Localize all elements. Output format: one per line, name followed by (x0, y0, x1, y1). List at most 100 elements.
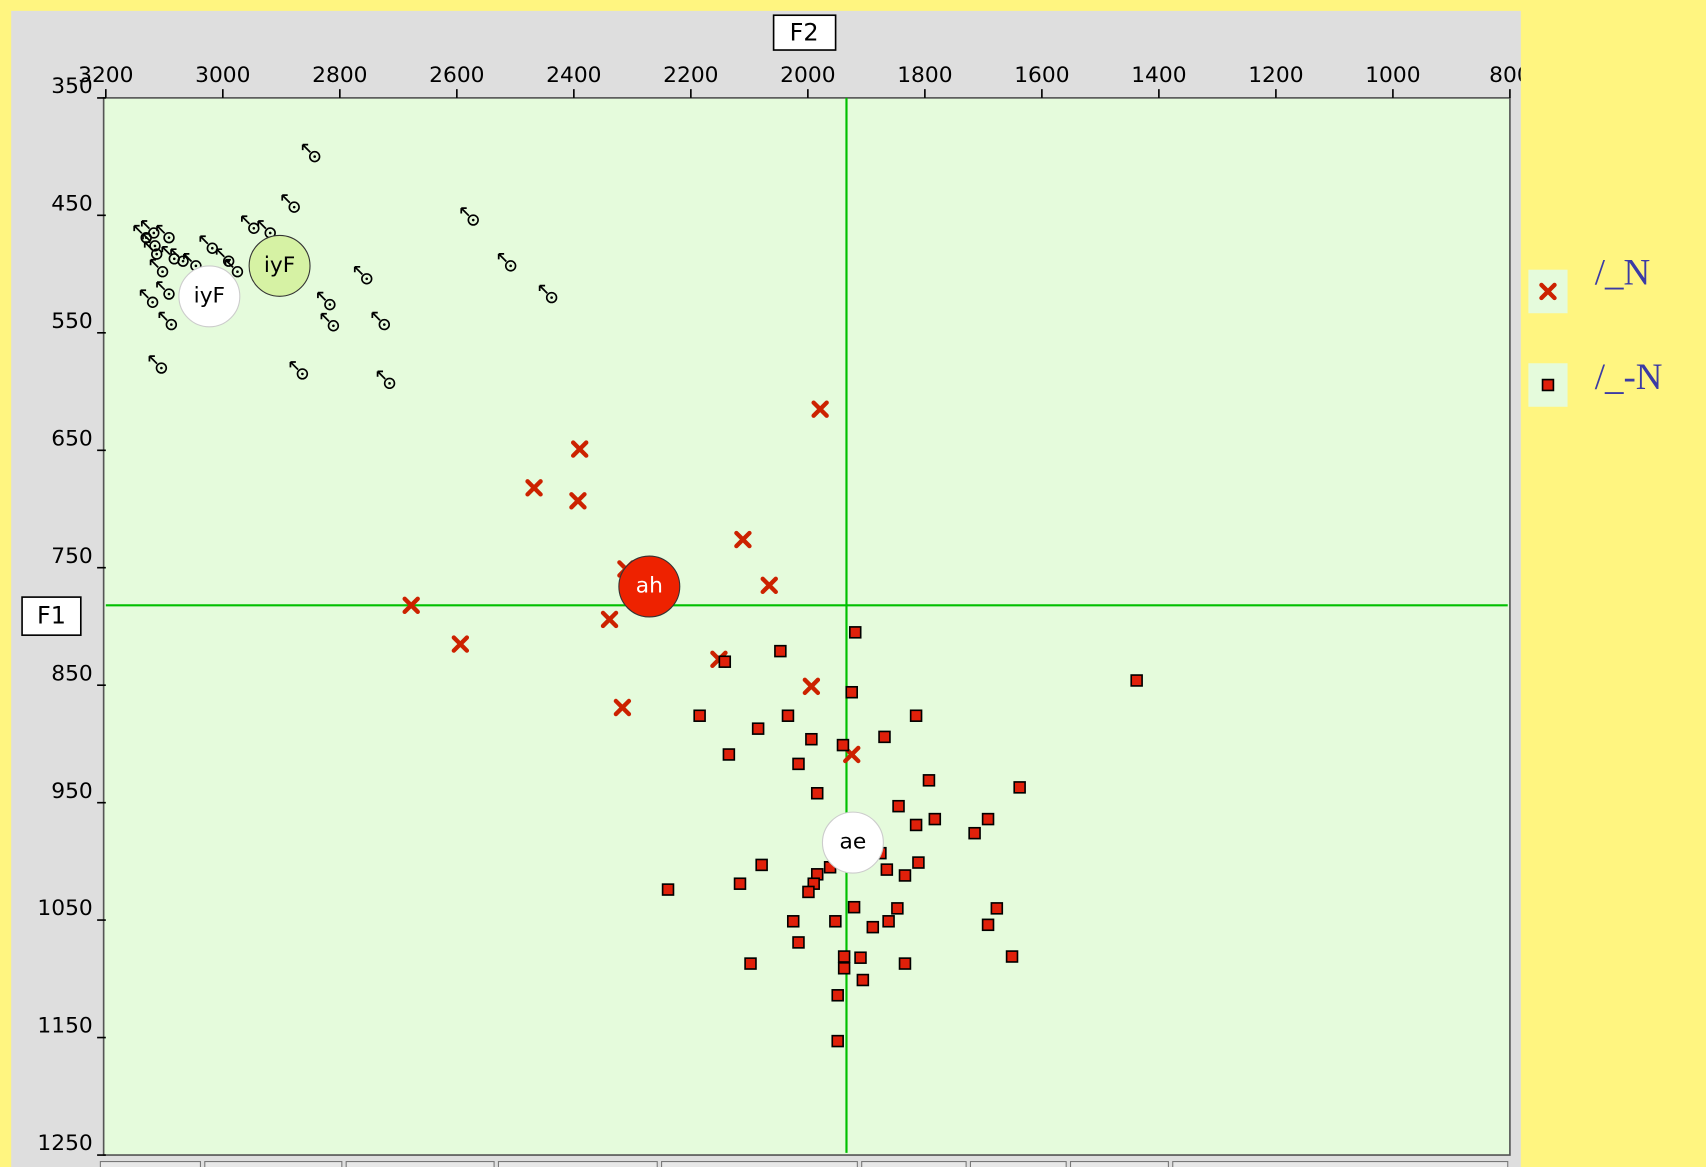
point (1013, 781, 1026, 794)
point-dot (313, 155, 316, 158)
point-arrow (224, 258, 234, 268)
x-tick-label: 1000 (1365, 63, 1420, 88)
x-tick-label: 1800 (897, 63, 952, 88)
point-circle (378, 318, 391, 331)
point (898, 869, 912, 882)
point (301, 143, 321, 163)
x-tick-label: 1200 (1248, 63, 1303, 88)
point-dot (328, 303, 332, 306)
y-tick-label: 650 (51, 426, 93, 451)
point-arrow (281, 194, 291, 204)
point (845, 685, 858, 699)
legend-label: /_-N (1595, 356, 1663, 397)
point-dot (382, 323, 386, 326)
point (497, 253, 517, 272)
point-dot (236, 270, 239, 274)
y-tick-label: 1250 (37, 1131, 92, 1156)
point (856, 973, 870, 987)
y-tick-label: 950 (51, 779, 93, 804)
point (718, 655, 732, 668)
point (317, 291, 336, 311)
point-dot (172, 257, 176, 261)
point (829, 915, 842, 928)
point-circle (324, 298, 336, 311)
y-tick-label: 1050 (37, 896, 92, 921)
point (922, 774, 936, 787)
point-dot (170, 323, 173, 326)
point-arrow (156, 224, 166, 234)
point-dot (301, 372, 304, 376)
point (968, 826, 981, 840)
mean-label: iyF (194, 283, 225, 308)
point (837, 962, 851, 975)
point-dot (365, 277, 369, 281)
y-tick-label: 1150 (37, 1014, 92, 1039)
point (880, 863, 894, 876)
point-dot (332, 324, 335, 328)
point-arrow (161, 245, 171, 256)
point (600, 610, 619, 629)
point (156, 281, 175, 300)
point-arrow (353, 265, 364, 276)
point (170, 248, 189, 267)
plot-area (102, 97, 1511, 1156)
mean-circle (618, 555, 681, 618)
point (744, 957, 757, 970)
point-dot (161, 270, 164, 274)
point (928, 812, 942, 826)
x-axis-label: F2 (790, 19, 819, 47)
x-tick-label: 2200 (663, 63, 718, 88)
point (722, 748, 736, 761)
point (898, 957, 912, 970)
point-arrow (215, 248, 225, 258)
point-arrow (170, 248, 180, 258)
point (891, 902, 904, 915)
point (912, 856, 925, 869)
point-circle (222, 255, 235, 267)
point-circle (383, 377, 396, 390)
point-circle (206, 242, 219, 254)
point (240, 215, 260, 234)
point-circle (156, 266, 169, 278)
point (760, 576, 778, 595)
point-dot (194, 264, 198, 268)
point-circle (163, 288, 175, 300)
mean-label: iyF (264, 253, 295, 278)
point-circle (504, 260, 517, 272)
point-dot (268, 231, 272, 235)
point (802, 885, 815, 899)
point-arrow (156, 281, 166, 291)
point (281, 194, 300, 213)
point-arrow (317, 291, 327, 301)
point (661, 883, 675, 896)
mean-circle (248, 234, 311, 297)
y-tick-label: 450 (51, 191, 93, 216)
point-circle (231, 266, 244, 278)
legend-label: /_N (1595, 252, 1650, 293)
point (1539, 282, 1557, 301)
x-tick-label: 1400 (1131, 63, 1186, 88)
point (786, 915, 800, 928)
point-dot (167, 236, 171, 239)
point (525, 479, 543, 497)
point-circle (361, 273, 373, 285)
point-arrow (142, 233, 152, 243)
point (158, 311, 178, 331)
point (289, 361, 309, 380)
x-label-box (772, 14, 837, 51)
point-dot (509, 264, 512, 268)
point-circle (177, 255, 189, 267)
point-circle (155, 362, 168, 374)
point-arrow (320, 312, 330, 323)
point (156, 224, 175, 244)
point (402, 596, 420, 615)
point-dot (151, 300, 154, 304)
point (847, 900, 861, 914)
point (755, 858, 768, 872)
point (215, 248, 235, 267)
point (882, 915, 895, 928)
x-tick-label: 2000 (780, 63, 835, 88)
point (148, 355, 168, 374)
point (811, 400, 829, 418)
